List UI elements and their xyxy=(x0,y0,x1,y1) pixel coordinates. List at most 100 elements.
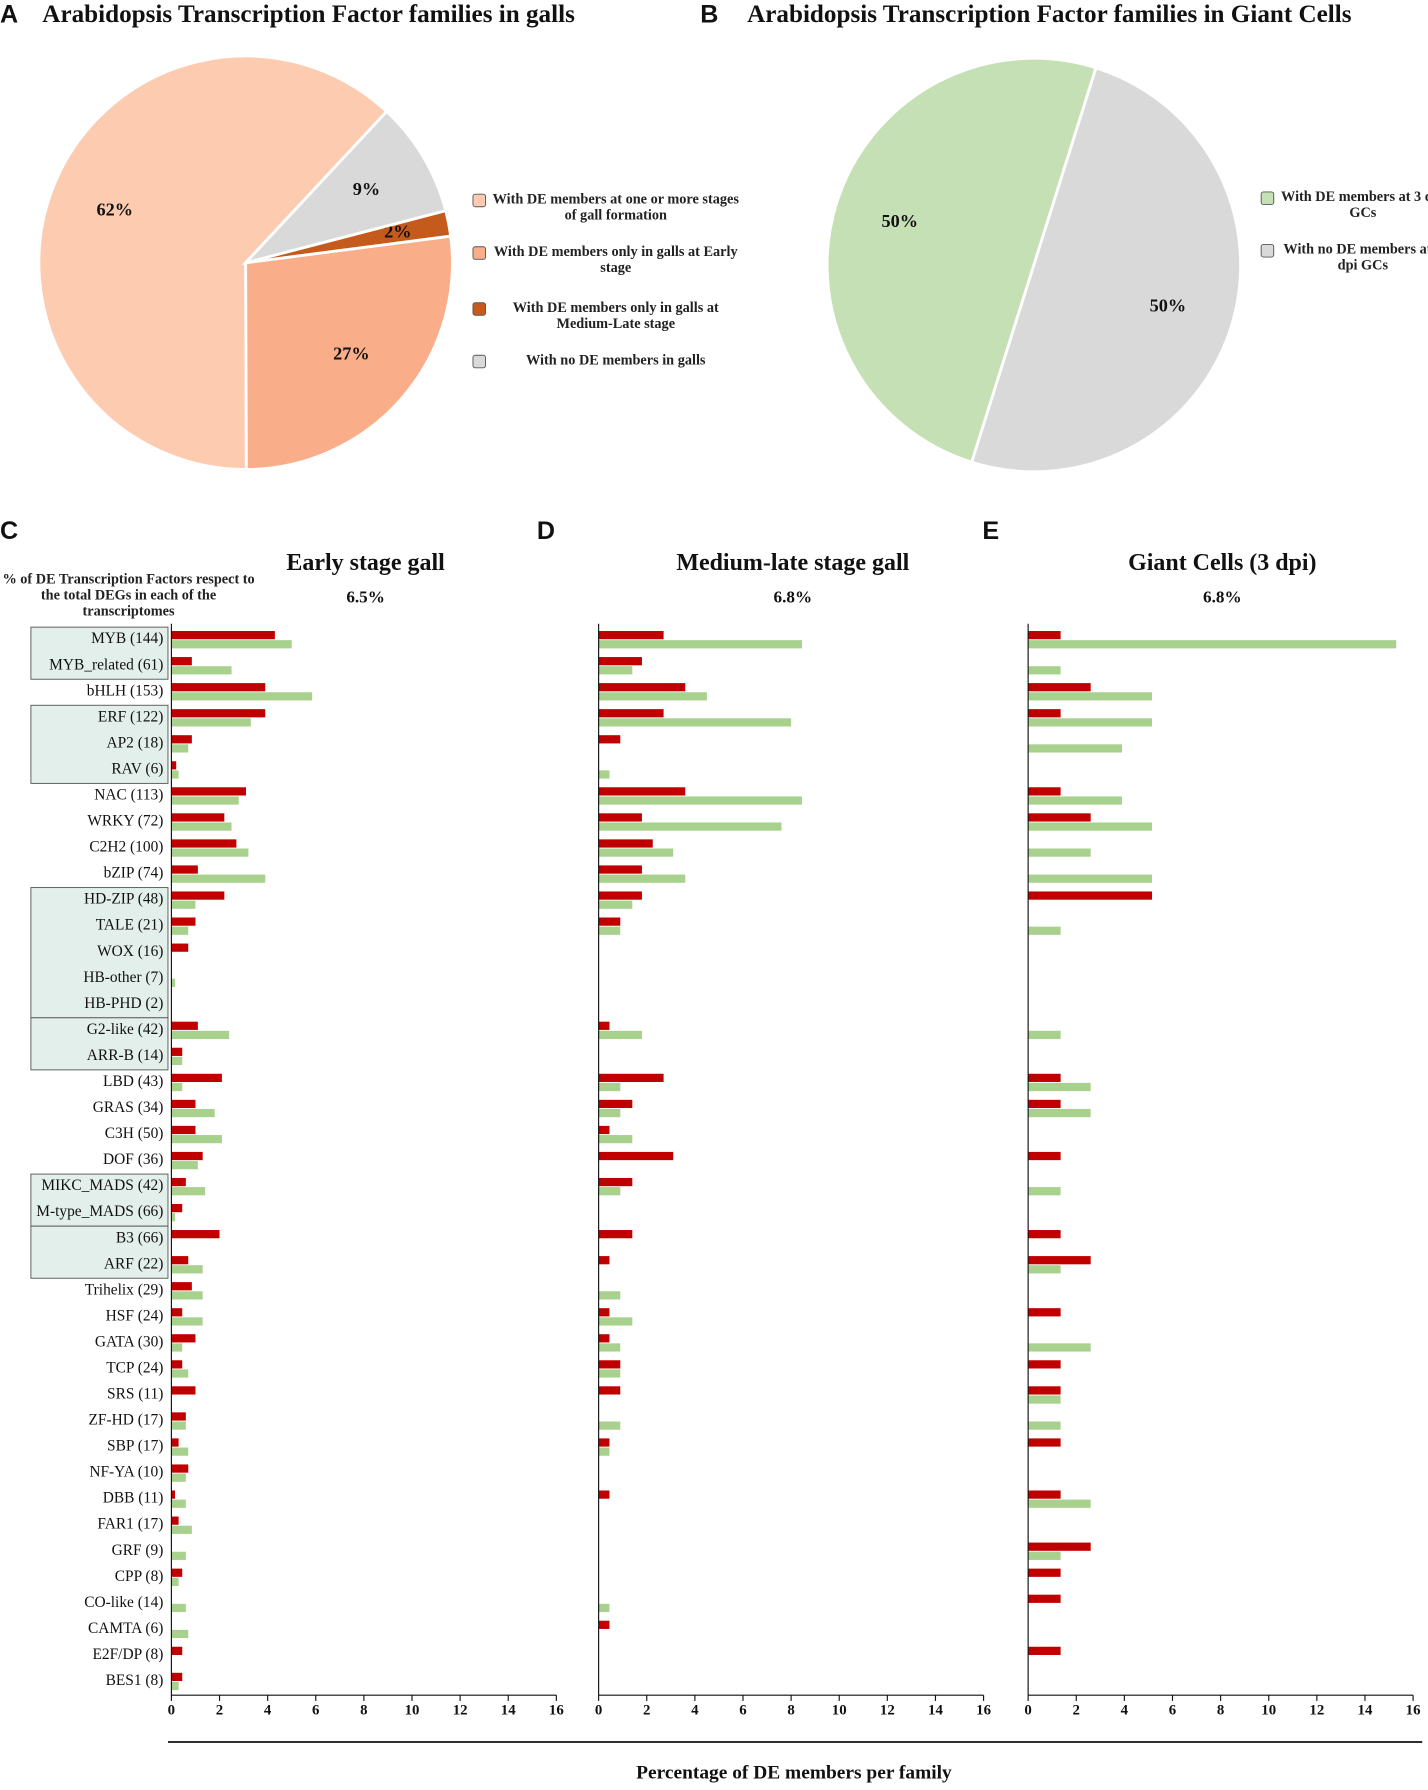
bar xyxy=(1028,1099,1061,1109)
bar xyxy=(1028,822,1153,831)
pie-slice xyxy=(969,66,1243,474)
bar xyxy=(171,926,189,935)
bar xyxy=(598,1603,610,1613)
bar xyxy=(598,1490,610,1499)
category-label: CAMTA (6) xyxy=(88,1620,163,1637)
bar xyxy=(171,813,225,822)
x-tick-label: 12 xyxy=(1309,1703,1324,1719)
bar xyxy=(1028,787,1061,796)
category-label: GRF (9) xyxy=(112,1542,164,1559)
bar xyxy=(171,1073,222,1082)
category-label: TALE (21) xyxy=(96,917,164,934)
panel-letter: E xyxy=(982,517,999,545)
category-label: SRS (11) xyxy=(107,1386,163,1403)
bar xyxy=(171,1256,189,1265)
bar xyxy=(598,917,621,926)
category-label: HSF (24) xyxy=(106,1307,164,1324)
bar xyxy=(598,874,686,883)
legend-label-box: With no DE members at 3 dpi GCs xyxy=(1283,241,1428,273)
category-label: ZF-HD (17) xyxy=(89,1412,164,1429)
bar xyxy=(1028,692,1153,701)
panel-letter: B xyxy=(700,1,718,29)
bar xyxy=(598,1308,610,1317)
bar xyxy=(171,1577,179,1586)
bar xyxy=(171,735,192,744)
family-group xyxy=(30,1017,169,1071)
bar xyxy=(1028,1499,1091,1508)
x-tick-label: 6 xyxy=(1169,1703,1176,1719)
category-label: RAV (6) xyxy=(111,760,163,777)
bar xyxy=(1028,1421,1061,1430)
bar xyxy=(171,1308,183,1317)
x-tick-label: 14 xyxy=(1358,1703,1373,1719)
bar xyxy=(171,1099,196,1109)
bar xyxy=(171,1334,196,1343)
bar xyxy=(1028,718,1153,727)
bar xyxy=(598,796,802,805)
x-tick-label: 14 xyxy=(501,1703,516,1719)
category-label: NAC (113) xyxy=(94,786,163,803)
bar xyxy=(171,1151,203,1161)
bar xyxy=(598,822,782,831)
bar xyxy=(171,891,225,900)
bar xyxy=(598,1421,621,1430)
bar xyxy=(1028,1082,1091,1092)
chart-subtitle: 6.8% xyxy=(1203,588,1242,607)
bar xyxy=(1028,709,1061,718)
bar xyxy=(171,1516,179,1525)
bar xyxy=(598,865,642,874)
category-label: BES1 (8) xyxy=(106,1672,164,1689)
bar xyxy=(171,1369,189,1378)
legend-swatch xyxy=(472,193,486,208)
legend-label: With DE members only in galls at Medium-… xyxy=(512,299,719,332)
bar xyxy=(1028,1551,1061,1560)
bar xyxy=(171,1317,203,1326)
x-tick-label: 10 xyxy=(1261,1703,1276,1719)
category-label: Trihelix (29) xyxy=(85,1281,164,1298)
bar xyxy=(171,1525,192,1534)
x-tick-label: 6 xyxy=(312,1703,319,1719)
category-label: ARF (22) xyxy=(104,1255,163,1272)
bar xyxy=(171,839,237,848)
bar xyxy=(171,1360,183,1369)
category-label: AP2 (18) xyxy=(106,734,163,751)
bar xyxy=(171,1473,186,1482)
bar xyxy=(171,1447,189,1456)
legend-label: With DE members at 3 dpi GCs xyxy=(1281,188,1428,221)
x-tick-label: 16 xyxy=(1406,1703,1421,1719)
bar xyxy=(171,943,189,952)
x-tick-label: 4 xyxy=(691,1703,699,1719)
bar xyxy=(171,900,196,909)
category-label: B3 (66) xyxy=(116,1229,163,1246)
legend-swatch xyxy=(472,302,486,316)
bar xyxy=(171,1230,220,1239)
bar xyxy=(598,1134,633,1144)
bar xyxy=(171,770,179,779)
pie-slice xyxy=(825,56,1098,464)
x-tick-label: 0 xyxy=(168,1703,175,1719)
x-tick-label: 12 xyxy=(880,1703,895,1719)
x-tick-label: 14 xyxy=(928,1703,943,1719)
bar xyxy=(598,1256,610,1265)
category-label: bZIP (74) xyxy=(104,865,164,882)
bar xyxy=(171,848,249,857)
bar xyxy=(171,692,313,701)
x-tick-label: 4 xyxy=(264,1703,272,1719)
bar xyxy=(1028,1360,1061,1369)
category-label: MYB (144) xyxy=(91,630,163,647)
slice-label: 27% xyxy=(333,344,370,364)
category-label: DOF (36) xyxy=(103,1151,163,1168)
bar xyxy=(1028,874,1153,883)
slice-label: 62% xyxy=(96,200,133,220)
category-label: E2F/DP (8) xyxy=(93,1646,164,1663)
bar xyxy=(171,1499,186,1508)
category-label: G2-like (42) xyxy=(87,1021,164,1038)
bar xyxy=(1028,1568,1061,1577)
bar xyxy=(1028,744,1122,753)
chart-title: Early stage gall xyxy=(286,550,445,576)
legend-label-box: With DE members at one or more stages of… xyxy=(493,191,739,223)
legend-swatch xyxy=(472,354,486,369)
x-tick-label: 4 xyxy=(1121,1703,1129,1719)
bar xyxy=(171,1082,183,1092)
